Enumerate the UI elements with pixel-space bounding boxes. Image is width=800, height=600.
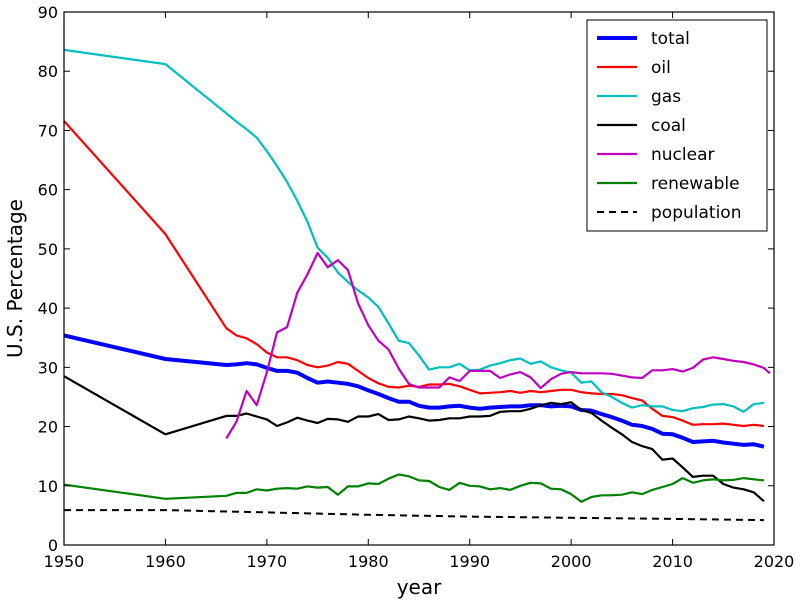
legend-label-renewable: renewable: [651, 174, 740, 194]
y-tick-label: 70: [38, 121, 58, 140]
plot-area-frame: [63, 11, 775, 546]
x-tick-label: 2000: [551, 552, 592, 571]
y-axis-label: U.S. Percentage: [3, 199, 27, 358]
y-tick-label: 40: [38, 299, 58, 318]
series-line-population: [64, 509, 764, 522]
y-tick-label: 20: [38, 418, 58, 437]
x-axis-label: year: [397, 575, 442, 599]
legend: total oil gas coal nuclear renewable populatio…: [586, 19, 768, 232]
y-tick-label: 30: [38, 358, 58, 377]
axis-ticks: 1950 1960 1970 1980 1990 2000 2010 2020 0 10 20 30 4…: [38, 3, 795, 571]
series-line-nuclear: [225, 251, 771, 439]
y-tick-label: 10: [38, 477, 58, 496]
x-tick-label: 2010: [652, 552, 693, 571]
legend-label-coal: coal: [651, 116, 686, 136]
series-line-renewable: [63, 473, 765, 503]
series-line-gas: [63, 48, 765, 413]
x-tick-label: 1950: [44, 552, 85, 571]
y-tick-label: 90: [38, 3, 58, 22]
x-tick-label: 1960: [145, 552, 186, 571]
legend-label-nuclear: nuclear: [651, 145, 714, 165]
series-line-coal: [63, 375, 765, 503]
legend-label-gas: gas: [651, 87, 681, 107]
y-tick-label: 50: [38, 240, 58, 259]
legend-label-total: total: [651, 29, 690, 49]
series-layer: [63, 48, 771, 522]
x-tick-label: 1980: [348, 552, 389, 571]
x-tick-label: 1990: [449, 552, 490, 571]
series-line-total: [63, 333, 765, 449]
y-tick-label: 0: [48, 536, 58, 555]
series-line-oil: [63, 120, 765, 428]
y-tick-label: 60: [38, 181, 58, 200]
y-tick-label: 80: [38, 62, 58, 81]
legend-label-oil: oil: [651, 58, 671, 78]
x-tick-label: 2020: [754, 552, 795, 571]
legend-label-population: population: [651, 203, 741, 223]
x-tick-label: 1970: [246, 552, 287, 571]
